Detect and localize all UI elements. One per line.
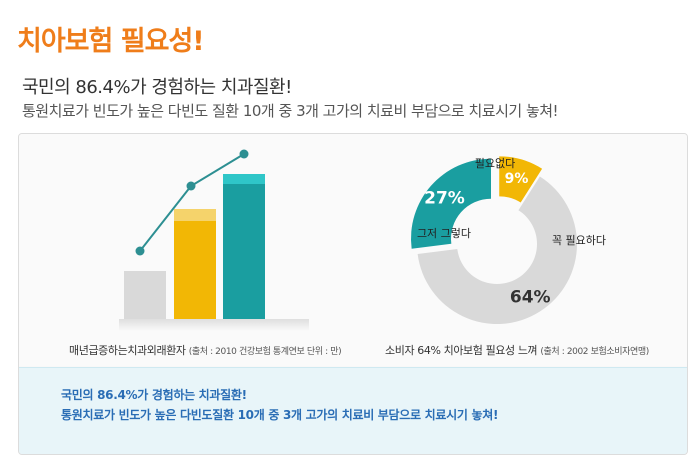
donut-category-label: 필요없다 [475,157,515,170]
left-chart-caption: 매년급증하는치과외래환자 (출처 : 2010 건강보험 통계연보 단위 : 만… [69,342,342,358]
bar-floor-shadow [119,319,309,331]
trend-point-3 [239,149,249,159]
donut-category-label: 그저 그렇다 [417,227,471,240]
right-chart-caption: 소비자 64% 치아보험 필요성 느껴 (출처 : 2002 보험소비자연맹) [385,342,649,358]
summary-line-2: 통원치료가 빈도가 높은 다빈도질환 10개 중 3개 고가의 치료비 부담으로… [61,408,499,422]
left-caption-text: 매년급증하는치과외래환자 [69,344,186,357]
donut-value-label: 27% [424,189,465,209]
trend-point-1 [135,246,145,256]
bar-2-top [174,209,216,221]
donut-value-label: 9% [505,171,529,187]
bar-3-top [223,174,265,184]
page-title: 치아보험 필요성! [17,26,205,57]
left-caption-source: (출처 : 2010 건강보험 통계연보 단위 : 만) [188,347,342,357]
right-caption-text: 소비자 64% 치아보험 필요성 느껴 [385,344,538,357]
donut-value-label: 64% [510,287,551,307]
donut-slice [410,158,491,249]
summary-band: 국민의 86.4%가 경험하는 치과질환! 통원치료가 빈도가 높은 다빈도질환… [19,367,687,454]
donut-slice [417,176,577,324]
right-caption-source: (출처 : 2002 보험소비자연맹) [540,347,649,357]
bar-1 [124,271,166,319]
bar-3 [223,174,265,319]
headline: 국민의 86.4%가 경험하는 치과질환! [22,77,292,98]
donut-category-label: 꼭 필요하다 [552,233,606,247]
bar-growth-chart [119,149,309,331]
donut-slice [499,156,543,203]
subheadline: 통원치료가 빈도가 높은 다빈도 질환 10개 중 3개 고가의 치료비 부담으… [22,102,559,120]
summary-line-1: 국민의 86.4%가 경험하는 치과질환! [61,388,247,402]
bar-2 [174,209,216,319]
trend-point-2 [186,181,196,191]
